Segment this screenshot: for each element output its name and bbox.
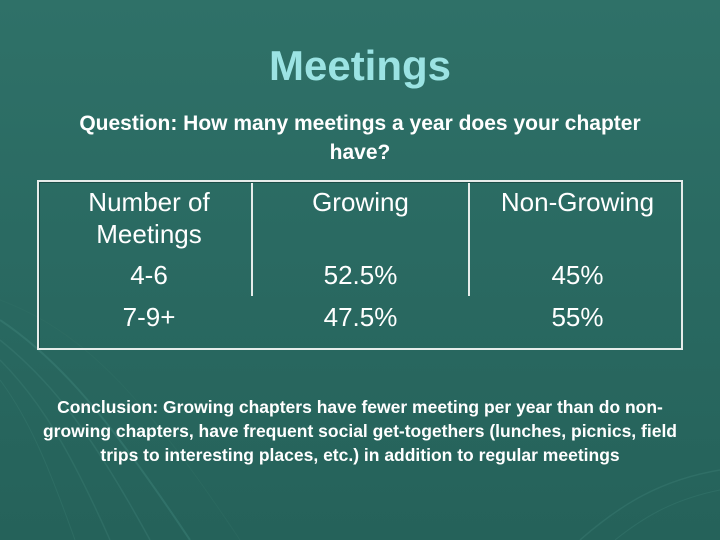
header-non-growing: Non-Growing [500, 187, 655, 217]
table-divider [468, 182, 470, 296]
slide-title: Meetings [268, 42, 452, 89]
question-text: Question: How many meetings a year does … [79, 112, 641, 164]
table-cell-non-growing-value: 45% [551, 260, 604, 290]
table-cell-growing-value: 52.5% [323, 260, 398, 290]
decorative-curve [614, 489, 720, 540]
conclusion-text: Conclusion: Growing chapters have fewer … [42, 397, 678, 465]
table-divider [251, 182, 253, 296]
table-cell-meetings-range: 7-9+ [122, 302, 176, 332]
table-cell-non-growing-value: 55% [551, 302, 604, 332]
table-cell-meetings-range: 4-6 [130, 260, 168, 290]
header-growing: Growing [312, 187, 409, 217]
table-cell-growing-value: 47.5% [323, 302, 398, 332]
decorative-curve [579, 469, 720, 540]
results-table: Number of Meetings Growing Non-Growing 4… [37, 180, 683, 350]
header-number-of-meetings: Number of Meetings [88, 187, 210, 249]
